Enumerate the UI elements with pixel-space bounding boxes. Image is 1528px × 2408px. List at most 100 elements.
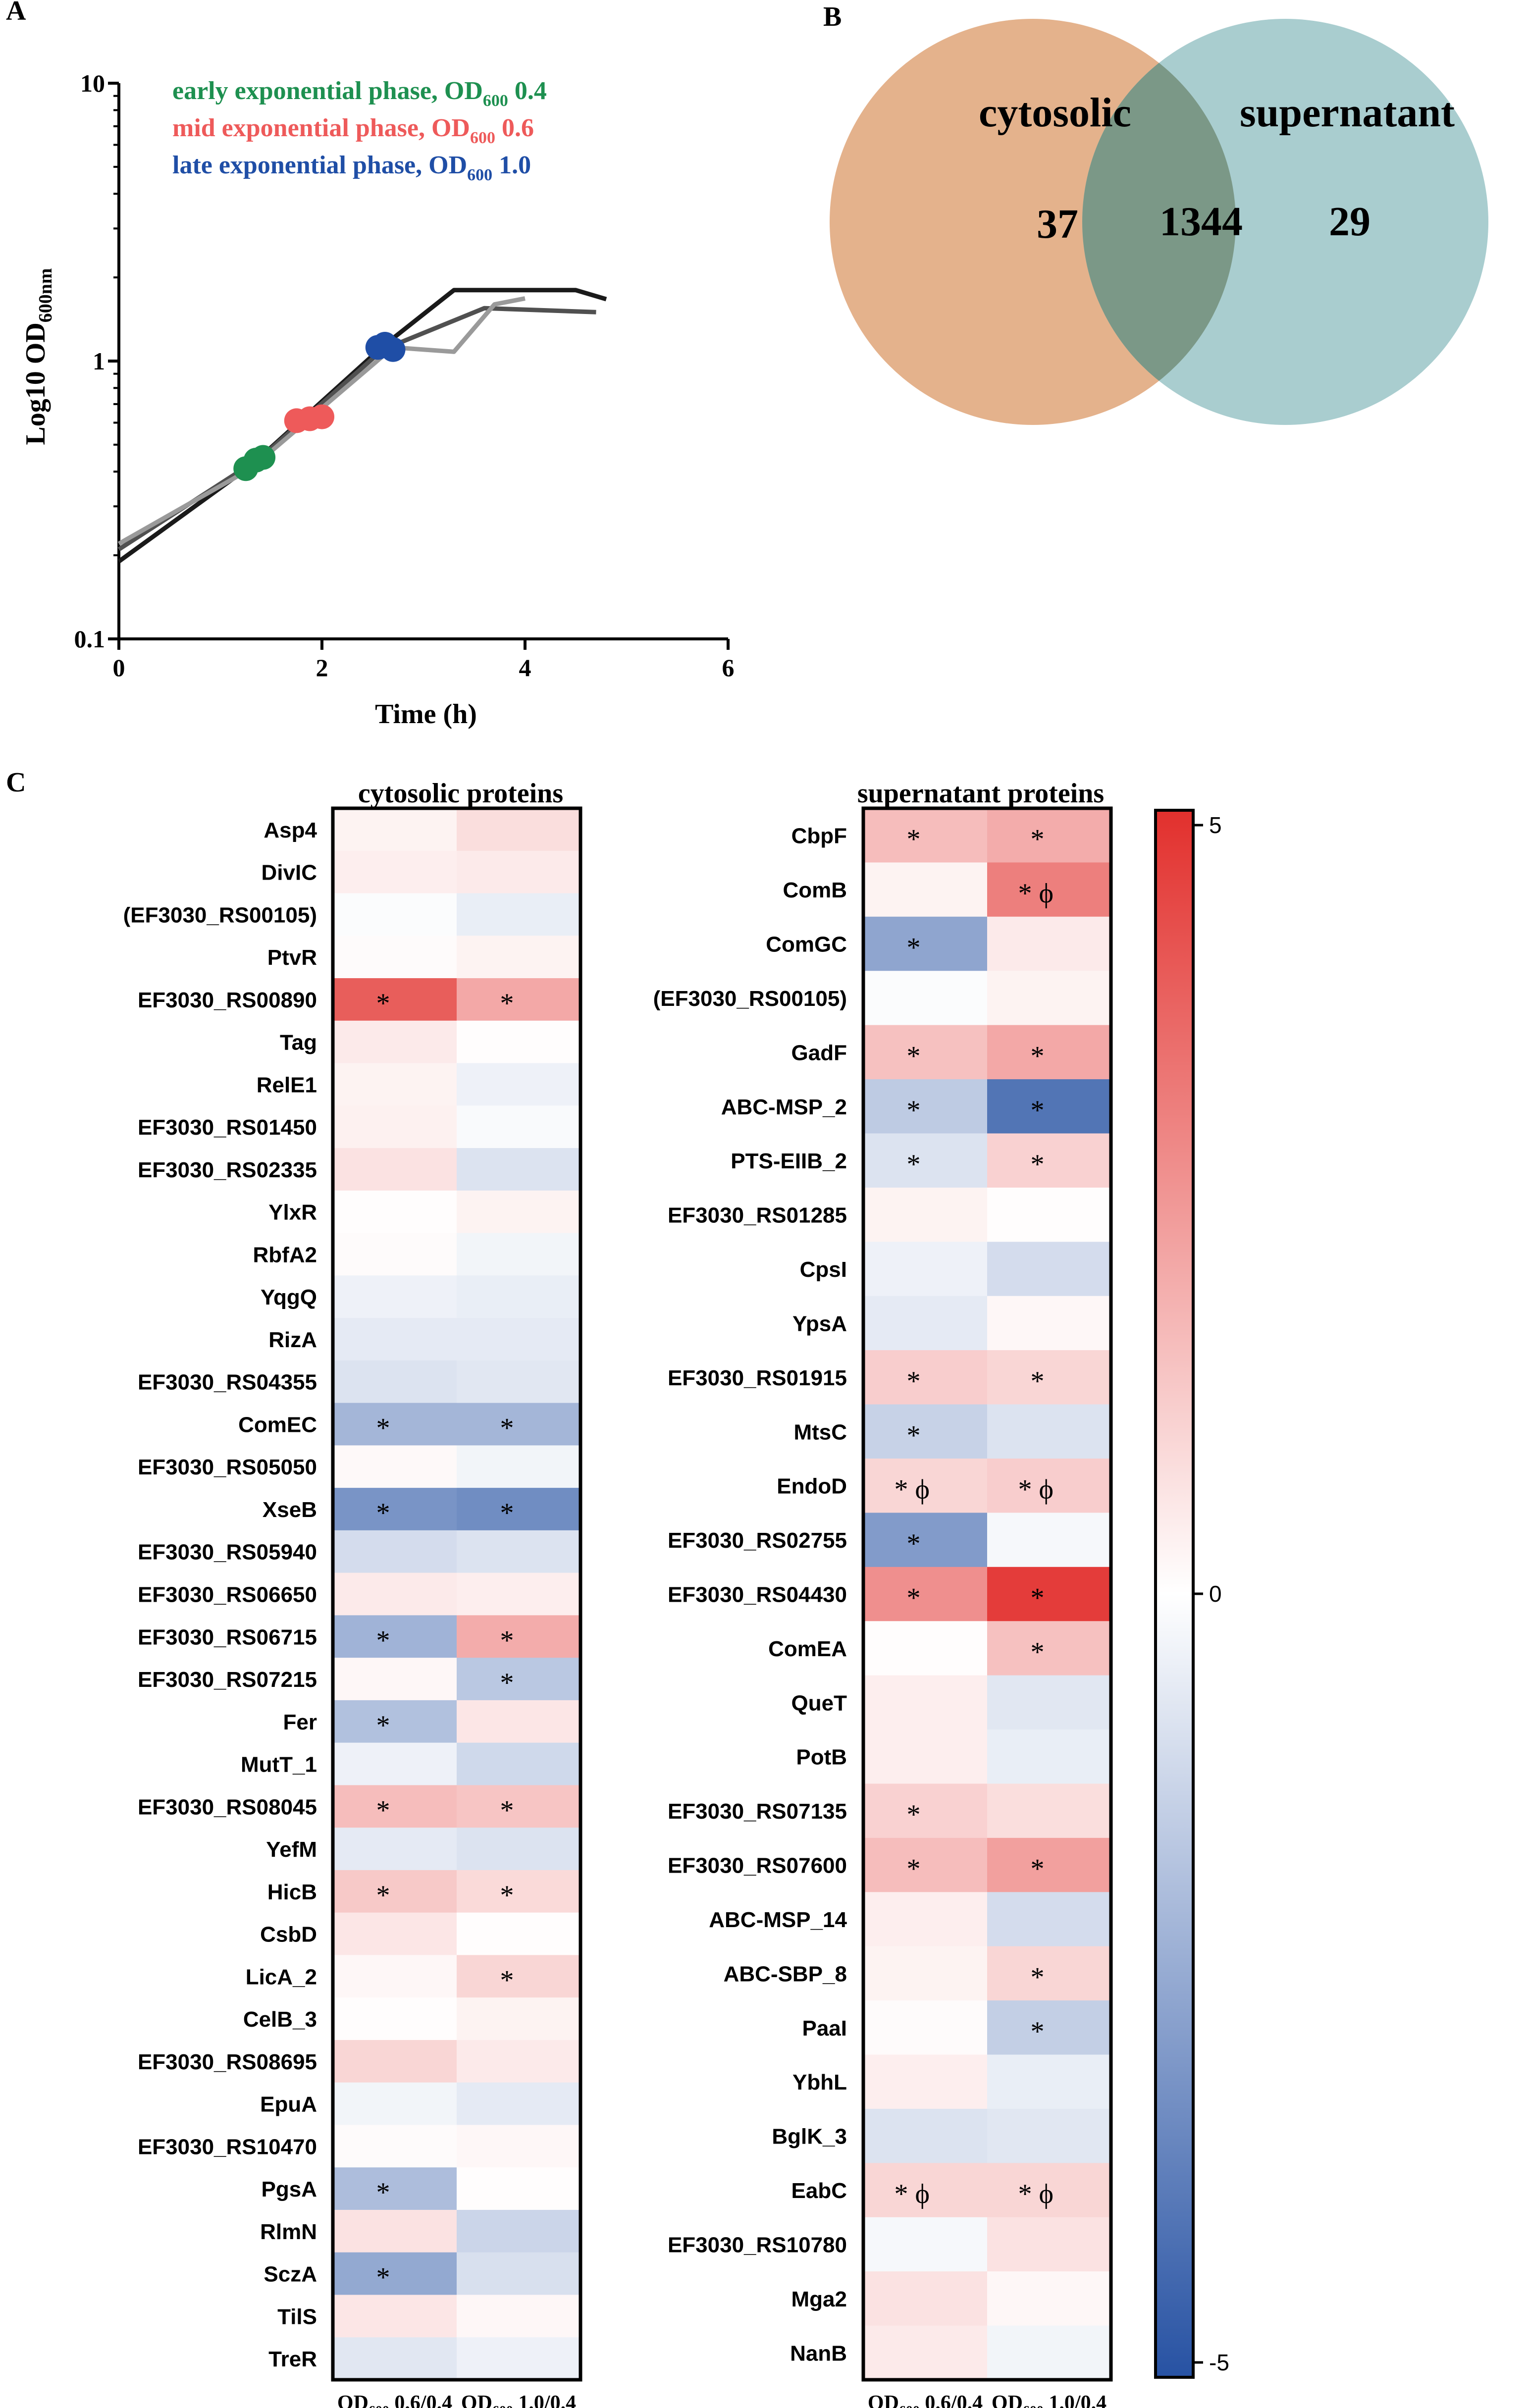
growth-legend: early exponential phase, OD600 0.4 mid e… [172, 77, 547, 184]
growth-x-tick-label: 2 [316, 654, 328, 681]
early-phase-marker [251, 445, 276, 470]
heatmap-cell [987, 1025, 1111, 1080]
heatmap-cell [863, 1837, 987, 1892]
heatmap-cell [987, 1946, 1111, 2001]
heatmap-annotation: * [376, 988, 390, 1019]
legend-mid: mid exponential phase, OD600 0.6 [172, 114, 534, 147]
heatmap-row-label: EF3030_RS07600 [668, 1854, 847, 1878]
heatmap-row-label: CpsI [800, 1257, 847, 1282]
growth-series-line [117, 288, 607, 564]
heatmap-annotation: * [907, 1854, 921, 1885]
growth-series-line [117, 296, 526, 546]
heatmap-cell [457, 1190, 580, 1234]
panel-label-b: B [823, 1, 842, 32]
heatmap-annotation: * ϕ [895, 2179, 930, 2209]
heatmap-row-label: MtsC [793, 1420, 847, 1444]
heatmap-cell [333, 893, 457, 936]
heatmap-annotation: * [376, 2177, 390, 2208]
heatmap-annotation: * [500, 1795, 514, 1826]
heatmap-cell [333, 1488, 457, 1531]
venn-count-cytosolic: 37 [1037, 201, 1078, 247]
heatmap-row-label: ABC-SBP_8 [724, 1962, 847, 1986]
venn-label-supernatant: supernatant [1240, 90, 1455, 136]
heatmap-row-label: EF3030_RS08045 [138, 1795, 317, 1819]
heatmap-row-label: EabC [791, 2179, 847, 2203]
venn-count-supernatant: 29 [1329, 199, 1370, 245]
heatmap-row-label: EF3030_RS04355 [138, 1370, 317, 1395]
heatmap-row-label: EF3030_RS06715 [138, 1625, 317, 1649]
heatmap-annotation: * [376, 2262, 390, 2293]
heatmap-annotation: * [500, 1668, 514, 1698]
colorbar-tick-label: 0 [1209, 1581, 1222, 1607]
heatmap-row-label: EndoD [777, 1474, 847, 1499]
heatmap-supernatant: CbpF * * ComB * ϕ ComGC * (EF3030_RS00105) GadF *… [653, 806, 1113, 2408]
heatmap-cell [457, 1742, 580, 1785]
heatmap-row-label: TilS [277, 2304, 317, 2329]
heatmap-column-label: OD600 1.0/0.4 [461, 2392, 576, 2408]
heatmap-annotation: * [907, 824, 921, 855]
heatmap-row-label: ABC-MSP_14 [709, 1908, 847, 1932]
heatmap-cell [863, 1946, 987, 2001]
heatmap-cell [863, 2217, 987, 2272]
heatmap-cell [333, 2252, 457, 2295]
heatmap-row-label: EF3030_RS01450 [138, 1115, 317, 1140]
heatmap-cell [987, 1187, 1111, 1242]
heatmap-cell [457, 1615, 580, 1658]
heatmap-cell [987, 2054, 1111, 2109]
heatmap-annotation: * [500, 988, 514, 1019]
heatmap-cell [333, 2125, 457, 2168]
heatmap-annotation: * [376, 1413, 390, 1443]
growth-y-tick-label: 1 [93, 347, 105, 375]
heatmap-row-label: TreR [268, 2347, 317, 2371]
heatmap-cell [863, 1296, 987, 1351]
heatmap-row-label: DivIC [262, 861, 317, 885]
heatmap-cell [987, 1892, 1111, 1947]
heatmap-cell [987, 1513, 1111, 1568]
heatmap-cell [457, 850, 580, 894]
heatmap-border [861, 806, 1113, 2382]
heatmap-row-label: EF3030_RS02335 [138, 1158, 317, 1182]
heatmap-cell [333, 1700, 457, 1743]
heatmap-cell [333, 1233, 457, 1276]
heatmap-row-label: EF3030_RS04430 [668, 1583, 847, 1607]
heatmap-annotation: * [1031, 1583, 1045, 1614]
heatmap-cell [863, 1513, 987, 1568]
heatmap-row-label: Asp4 [263, 818, 317, 842]
heatmap-row-label: XseB [263, 1498, 317, 1522]
heatmap-cell [987, 1404, 1111, 1459]
heatmap-cell [333, 2167, 457, 2210]
heatmap-cell [333, 1105, 457, 1149]
heatmap-cell [863, 1675, 987, 1730]
heatmap-cell [457, 1275, 580, 1318]
colorbar-tick-label: 5 [1209, 812, 1222, 838]
heatmap-row-label: ComGC [766, 933, 847, 957]
heatmap-cell [457, 893, 580, 936]
heatmap-annotation: * [1031, 1095, 1045, 1126]
heatmap-cell [457, 1445, 580, 1488]
heatmap-cell [863, 1187, 987, 1242]
heatmap-cell [863, 808, 987, 863]
heatmap-cell [987, 862, 1111, 917]
heatmap-annotation: * [907, 1095, 921, 1126]
heatmap-row-label: ComEA [768, 1637, 847, 1661]
heatmap-row-label: EF3030_RS07135 [668, 1799, 847, 1824]
heatmap-cell [457, 1700, 580, 1743]
heatmap-row-label: EF3030_RS01915 [668, 1366, 847, 1390]
heatmap-cell [333, 1445, 457, 1488]
heatmap-cell [863, 2054, 987, 2109]
heatmap-cell [457, 1360, 580, 1404]
heatmap-annotation: * [1031, 1041, 1045, 1071]
heatmap-annotation: * [907, 933, 921, 963]
heatmap-cell [457, 978, 580, 1021]
heatmap-cell [457, 1785, 580, 1828]
heatmap-cell [457, 2040, 580, 2083]
heatmap-row-label: EF3030_RS10780 [668, 2233, 847, 2257]
heatmap-cell [987, 2325, 1111, 2380]
heatmap-cell [333, 2082, 457, 2125]
heatmap-cell [457, 936, 580, 979]
heatmap-cell [333, 1403, 457, 1446]
heatmap-cell [987, 2271, 1111, 2326]
heatmap-cell [457, 1403, 580, 1446]
heatmap-row-label: Mga2 [791, 2287, 847, 2311]
growth-y-tick-label: 10 [80, 69, 105, 97]
